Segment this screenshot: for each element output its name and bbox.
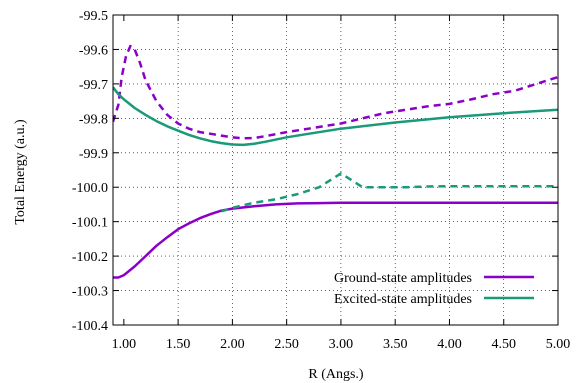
legend-label: Excited-state amplitudes — [334, 292, 472, 307]
dashed-series-line-3 — [221, 172, 558, 213]
x-tick-label: 3.00 — [329, 337, 354, 352]
legend-label: Ground-state amplitudes — [334, 271, 472, 286]
x-tick-label: 2.50 — [274, 337, 299, 352]
y-tick-label: -99.7 — [79, 78, 108, 93]
plot-frame — [112, 14, 559, 326]
x-tick-label: 1.00 — [112, 337, 137, 352]
x-tick-label: 3.50 — [383, 337, 408, 352]
y-tick-label: -100.4 — [72, 319, 108, 334]
y-axis-title: Total Energy (a.u.) — [13, 119, 28, 225]
y-tick-label: -99.5 — [79, 9, 108, 24]
y-tick-label: -99.9 — [79, 147, 108, 162]
x-axis-title: R (Angs.) — [308, 367, 364, 382]
dashed-series-line-1 — [113, 44, 558, 140]
x-tick-label: 4.50 — [491, 337, 516, 352]
y-tick-label: -100.0 — [72, 181, 108, 196]
x-tick-label: 4.00 — [437, 337, 462, 352]
solid-series-line-2 — [113, 86, 558, 147]
y-tick-label: -99.6 — [79, 43, 108, 58]
axis-ticks: 1.00 1.50 2.00 2.50 3.00 3.50 4.00 4.50 5.00 -99.… — [72, 9, 570, 352]
plot-series — [113, 44, 558, 279]
legend: Ground-state amplitudes Excited-state amp… — [334, 271, 534, 307]
x-tick-label: 2.00 — [220, 337, 245, 352]
x-tick-label: 1.50 — [166, 337, 191, 352]
x-tick-label: 5.00 — [546, 337, 571, 352]
y-tick-label: -100.3 — [72, 285, 108, 300]
y-tick-label: -100.2 — [72, 250, 108, 265]
solid-series-line-0 — [113, 201, 558, 279]
y-tick-label: -100.1 — [72, 216, 108, 231]
y-tick-label: -99.8 — [79, 112, 108, 127]
